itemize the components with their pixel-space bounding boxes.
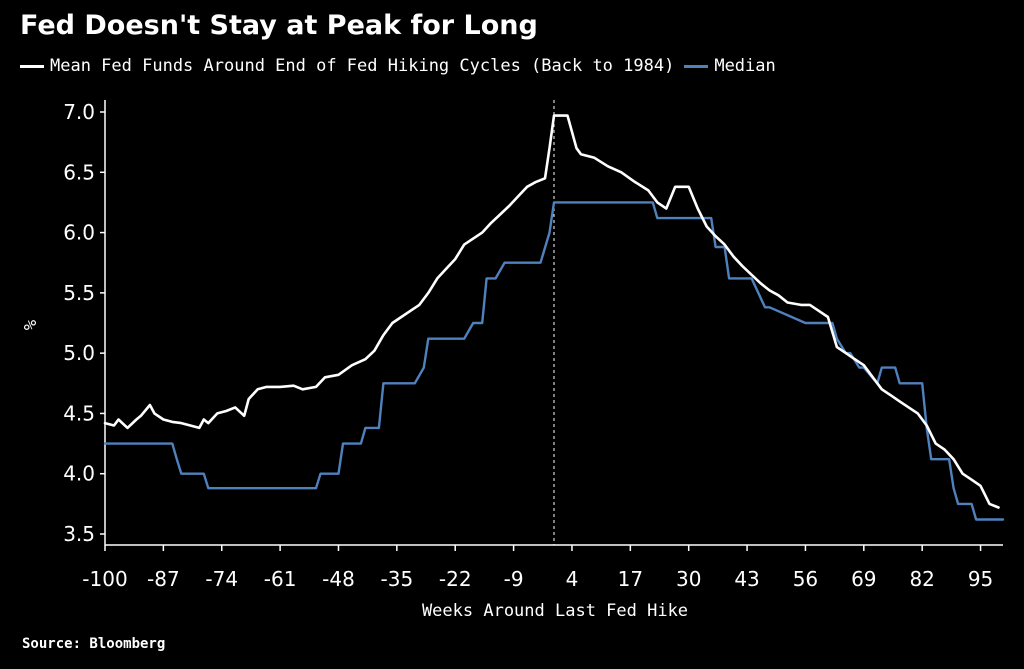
legend-entry-median: Median [684,56,776,76]
x-tick-label: 95 [968,567,993,591]
x-tick-label: -22 [439,567,472,591]
x-tick-label: -87 [147,567,180,591]
chart-legend: Mean Fed Funds Around End of Fed Hiking … [20,56,786,76]
y-tick-label: 4.5 [63,401,95,425]
x-tick-label: 56 [793,567,818,591]
source-note: Source: Bloomberg [22,636,166,652]
x-tick-label: 43 [734,567,759,591]
chart-title: Fed Doesn't Stay at Peak for Long [20,10,538,41]
legend-label-mean: Mean Fed Funds Around End of Fed Hiking … [50,56,675,76]
chart-axes: 3.5 4.0 4.5 5.0 5.5 6.0 6.5 7.0 -100 -87 -74 -61 -48… [63,100,1003,591]
series-line-median [103,201,1005,521]
x-tick-label: 30 [676,567,701,591]
x-tick-label: -9 [504,567,524,591]
x-tick-label: -61 [264,567,297,591]
x-tick-label: -35 [381,567,414,591]
legend-entry-mean: Mean Fed Funds Around End of Fed Hiking … [20,56,674,76]
x-tick-label: 17 [618,567,643,591]
series-line-mean [103,114,1000,509]
y-tick-label: 6.0 [63,221,95,245]
x-tick-label: -100 [82,567,127,591]
y-tick-label: 5.0 [63,341,95,365]
y-tick-label: 5.5 [63,281,95,305]
y-tick-label: 3.5 [63,522,95,546]
x-tick-label: -48 [322,567,355,591]
legend-swatch-median [684,64,709,68]
legend-label-median: Median [714,56,776,76]
x-tick-label: 82 [909,567,934,591]
y-tick-label: 4.0 [63,462,95,486]
legend-swatch-mean [20,64,44,68]
x-axis-label: Weeks Around Last Fed Hike [422,601,688,621]
y-axis-label: % [21,320,41,330]
x-tick-label: 4 [566,567,579,591]
y-tick-label: 7.0 [63,100,95,124]
x-tick-label: 69 [851,567,876,591]
x-tick-label: -74 [205,567,238,591]
chart-series [103,114,1005,521]
y-tick-label: 6.5 [63,160,95,184]
